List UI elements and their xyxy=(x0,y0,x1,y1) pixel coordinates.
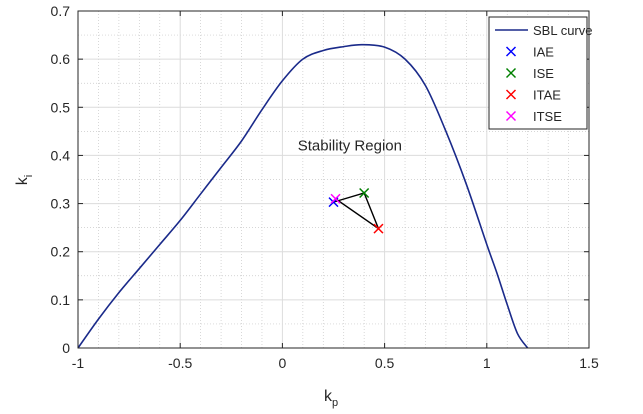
x-tick-label: 0 xyxy=(279,355,287,371)
legend-label-ise: ISE xyxy=(533,66,554,81)
legend-swatch-itae-stroke-b xyxy=(505,89,517,100)
legend-swatch-itse xyxy=(505,110,517,122)
x-tick-label: 0.5 xyxy=(375,355,395,371)
legend-swatch-iae-stroke-b xyxy=(505,46,517,57)
marker-itse xyxy=(330,193,341,204)
y-tick-label: 0.1 xyxy=(51,292,71,308)
stability-region-label: Stability Region xyxy=(298,138,402,155)
minor-grid xyxy=(78,11,589,348)
x-tick-label: 1.5 xyxy=(579,355,599,371)
x-axis-label-main: k xyxy=(324,388,333,405)
y-tick-label: 0.6 xyxy=(51,51,71,67)
legend-box xyxy=(488,16,588,130)
x-tick-label: -1 xyxy=(72,355,85,371)
y-tick-label: 0.3 xyxy=(51,196,71,212)
x-axis-label: kp xyxy=(324,388,338,409)
legend-swatch-iae xyxy=(505,46,517,57)
marker-ise xyxy=(359,187,370,199)
legend-label-sbl-curve: SBL curve xyxy=(533,23,593,38)
legend-label-itse: ITSE xyxy=(533,109,562,124)
y-axis-label-main: k xyxy=(14,176,31,185)
x-tick-label: -0.5 xyxy=(168,355,192,371)
y-tick-label: 0.7 xyxy=(51,3,71,19)
legend-swatch-itse-stroke-b xyxy=(505,110,517,122)
marker-itae-stroke-b xyxy=(373,223,384,234)
y-tick-label: 0.5 xyxy=(51,99,71,115)
y-tick-labels: 0 0.1 0.2 0.3 0.4 0.5 0.6 0.7 xyxy=(51,3,71,356)
marker-itae xyxy=(373,223,384,234)
legend: SBL curve IAE ISE ITAE ITSE xyxy=(488,16,593,130)
legend-swatch-ise xyxy=(505,67,517,79)
legend-label-iae: IAE xyxy=(533,45,554,60)
x-tick-label: 1 xyxy=(483,355,491,371)
x-tick-labels: -1 -0.5 0 0.5 1 1.5 xyxy=(72,355,599,371)
y-tick-label: 0 xyxy=(62,340,70,356)
marker-ise-stroke-b xyxy=(359,187,370,199)
marker-itse-stroke-b xyxy=(330,193,341,204)
y-axis-label: ki xyxy=(14,175,35,185)
legend-label-itae: ITAE xyxy=(533,88,561,103)
y-axis-label-subscript: i xyxy=(23,175,35,177)
plot-frame xyxy=(77,10,590,349)
legend-swatch-itae xyxy=(505,89,517,100)
series-layer xyxy=(77,43,529,349)
y-tick-label: 0.2 xyxy=(51,244,71,260)
legend-swatch-ise-stroke-b xyxy=(505,67,517,79)
x-axis-label-subscript: p xyxy=(332,397,338,409)
y-tick-label: 0.4 xyxy=(51,147,71,163)
sbl-curve-line xyxy=(77,43,529,349)
